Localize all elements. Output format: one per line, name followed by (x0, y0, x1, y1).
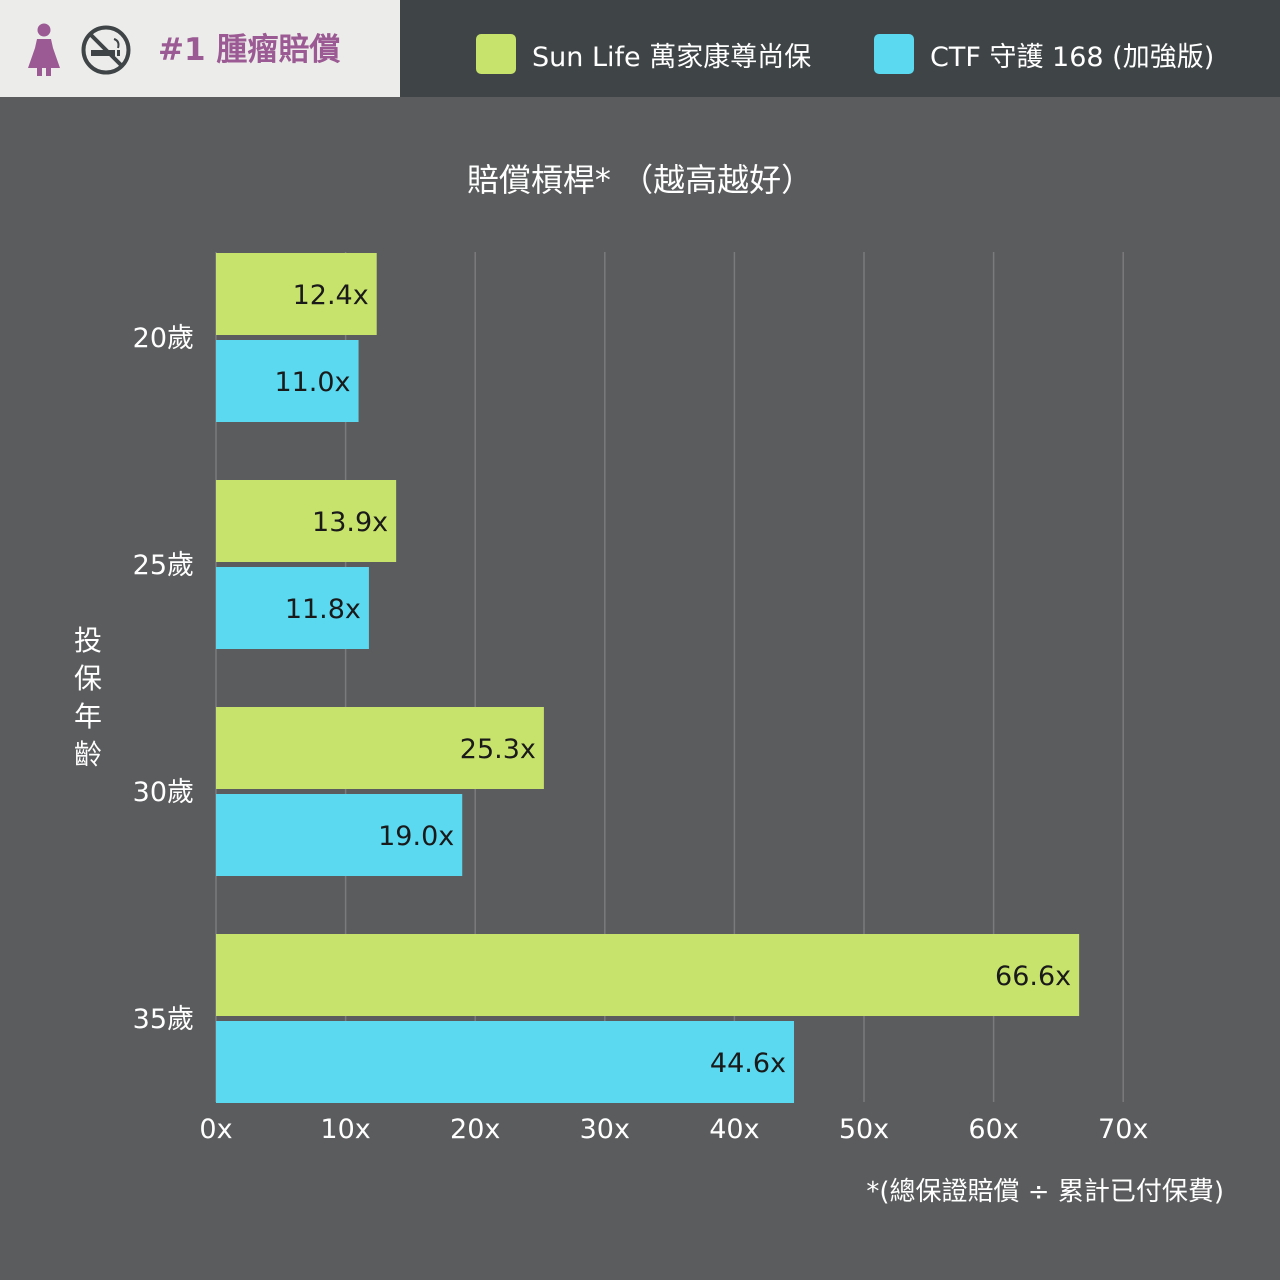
data-label: 19.0x (378, 821, 454, 852)
bar (216, 794, 463, 876)
x-tick-label: 20x (450, 1114, 500, 1145)
legend-label-sunlife: Sun Life 萬家康尊尚保 (532, 41, 812, 73)
female-person-icon (28, 23, 60, 76)
data-label: 12.4x (293, 280, 369, 311)
y-tick-label: 30歲 (133, 777, 194, 808)
bar (216, 567, 369, 649)
x-tick-label: 50x (839, 1114, 889, 1145)
data-label: 13.9x (312, 507, 388, 538)
x-tick-label: 10x (320, 1114, 370, 1145)
category-tag: #1 腫瘤賠償 (0, 0, 400, 97)
legend-swatch-sunlife (476, 34, 516, 74)
bar (216, 934, 1080, 1016)
y-axis-title: 投保年齡 (73, 624, 102, 771)
chart-title: 賠償槓桿* （越高越好） (466, 161, 814, 199)
y-tick-label: 35歲 (133, 1004, 194, 1035)
x-tick-label: 40x (709, 1114, 759, 1145)
bar (216, 253, 377, 335)
category-title: #1 腫瘤賠償 (158, 32, 341, 68)
data-label: 11.8x (285, 594, 361, 625)
data-label: 66.6x (995, 961, 1071, 992)
no-smoking-icon (81, 25, 131, 75)
bar (216, 480, 397, 562)
legend-item-sunlife: Sun Life 萬家康尊尚保 (476, 34, 811, 74)
x-tick-label: 30x (580, 1114, 630, 1145)
x-tick-label: 60x (968, 1114, 1018, 1145)
bar (216, 340, 359, 422)
bar (216, 707, 544, 789)
y-tick-label: 25歲 (133, 550, 194, 581)
legend-item-ctf: CTF 守護 168 (加強版) (874, 34, 1214, 74)
x-tick-label: 70x (1098, 1114, 1148, 1145)
bar (216, 1021, 795, 1103)
y-tick-label: 20歲 (133, 323, 194, 354)
data-label: 25.3x (460, 734, 536, 765)
legend-label-ctf: CTF 守護 168 (加強版) (930, 41, 1215, 73)
legend-swatch-ctf (874, 34, 914, 74)
data-label: 11.0x (274, 367, 350, 398)
x-tick-label: 0x (199, 1114, 232, 1145)
header-bar: #1 腫瘤賠償 Sun Life 萬家康尊尚保 CTF 守護 168 (加強版) (0, 0, 1280, 97)
data-label: 44.6x (710, 1048, 786, 1079)
footnote: *(總保證賠償 ÷ 累計已付保費) (866, 1177, 1224, 1207)
